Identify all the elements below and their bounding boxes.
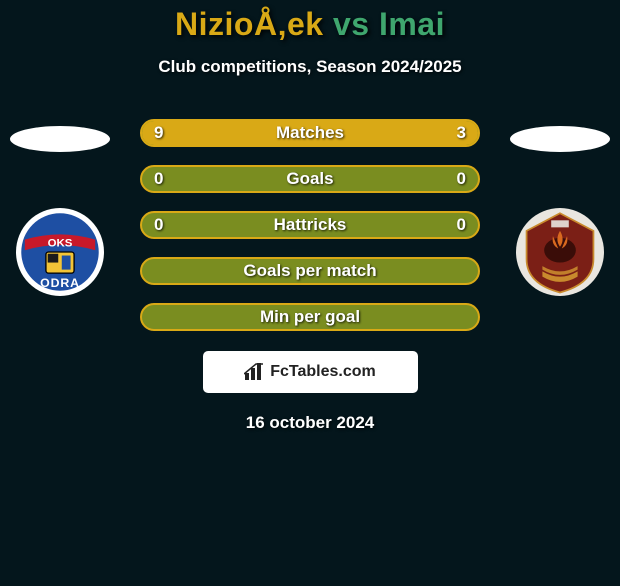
stat-label: Matches [276,123,344,143]
stat-row: 9 3 Matches [140,119,480,147]
avatar-placeholder-right [510,126,610,152]
stat-row: Min per goal [140,303,480,331]
stat-value-right: 3 [457,123,466,143]
svg-text:ODRA: ODRA [40,276,80,290]
date-label: 16 october 2024 [0,413,620,433]
stat-row: 0 0 Goals [140,165,480,193]
team-crest-left: OKS ODRA [16,208,104,296]
team-left-block: OKS ODRA [10,126,110,296]
page-title: NizioÅ‚ek vs Imai [0,6,620,43]
stat-value-right: 0 [457,169,466,189]
fctables-logo: FcTables.com [203,351,418,393]
svg-text:OKS: OKS [48,238,73,250]
title-player2: Imai [379,6,445,42]
subtitle: Club competitions, Season 2024/2025 [0,57,620,77]
stat-value-left: 0 [154,169,163,189]
stat-label: Hattricks [274,215,347,235]
fctables-text: FcTables.com [270,363,376,381]
stat-value-right: 0 [457,215,466,235]
stat-fill-left [142,121,394,145]
title-vs: vs [324,6,379,42]
team-right-block [510,126,610,296]
stat-value-left: 9 [154,123,163,143]
stat-label: Min per goal [260,307,360,327]
stat-value-left: 0 [154,215,163,235]
stat-row: Goals per match [140,257,480,285]
fctables-bars-icon [244,363,266,381]
title-player1: NizioÅ‚ek [175,6,324,42]
stat-row: 0 0 Hattricks [140,211,480,239]
stat-label: Goals [286,169,333,189]
team-crest-right [516,208,604,296]
stat-label: Goals per match [243,261,376,281]
avatar-placeholder-left [10,126,110,152]
